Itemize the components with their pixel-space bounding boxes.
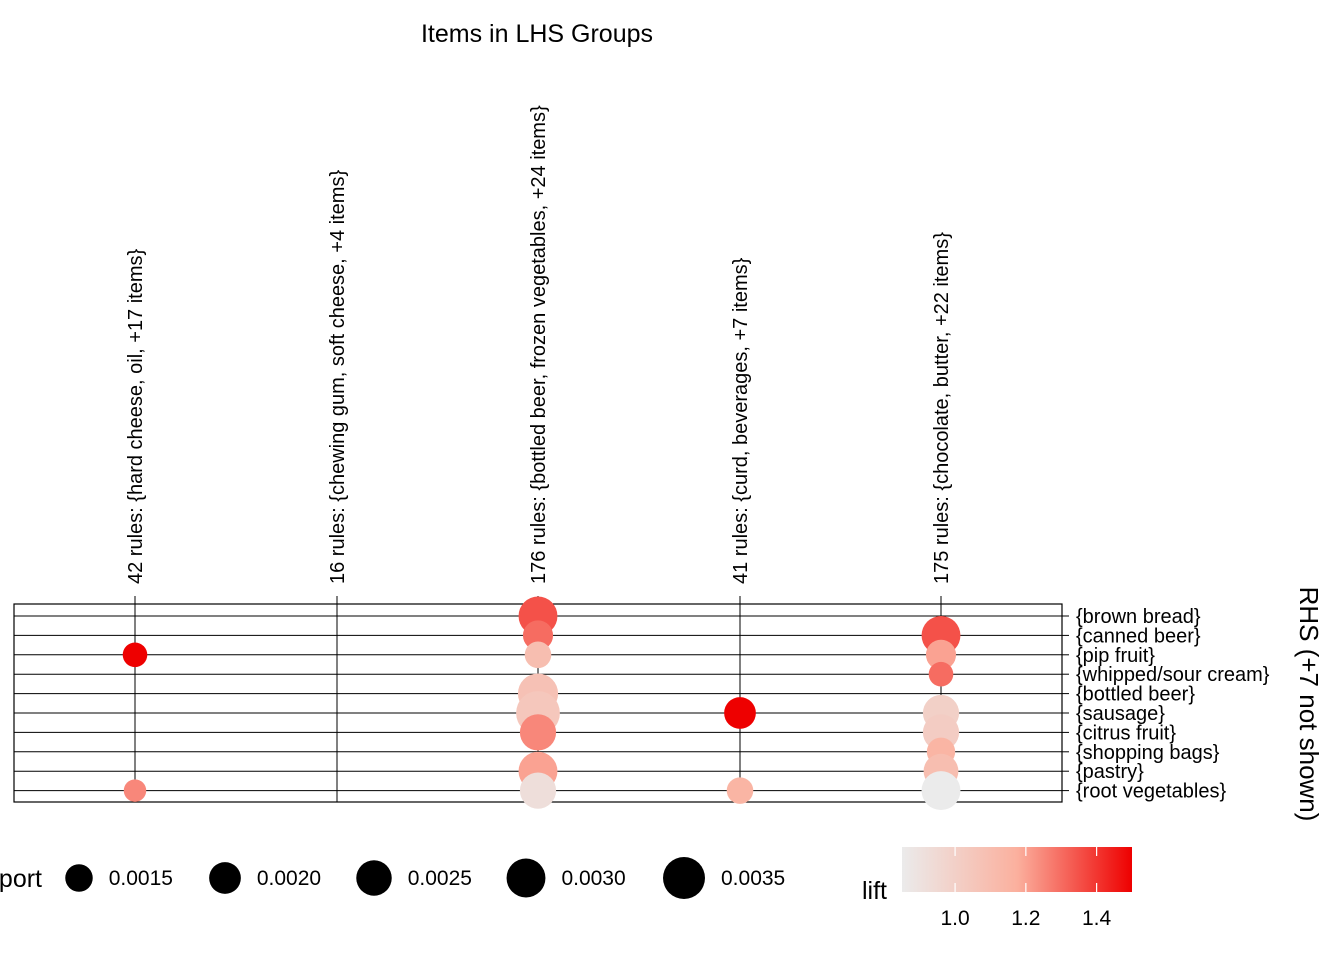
rhs-item-label: {shopping bags}: [1076, 742, 1220, 764]
colorbar-label: 1.0: [940, 907, 969, 930]
size-legend-key: [209, 862, 241, 894]
rhs-item-label: {sausage}: [1076, 703, 1165, 725]
rule-point: [925, 639, 957, 670]
size-legend-key: [506, 858, 546, 898]
rhs-item-label: {whipped/sour cream}: [1076, 664, 1270, 686]
rule-point: [519, 772, 557, 809]
rule-point: [928, 661, 954, 687]
rule-point: [524, 641, 552, 669]
lift-colorbar: [902, 847, 1132, 892]
lhs-group-label: 41 rules: {curd, beverages, +7 items}: [730, 257, 752, 584]
rhs-item-label: {bottled beer}: [1076, 684, 1195, 706]
size-legend-label: 0.0025: [408, 867, 472, 890]
lhs-group-label: 42 rules: {hard cheese, oil, +17 items}: [125, 248, 147, 584]
colorbar-label: 1.2: [1011, 907, 1040, 930]
size-legend-label: 0.0020: [257, 867, 321, 890]
rule-points: [122, 596, 961, 811]
size-legend-title: support: [0, 865, 42, 893]
rhs-axis-title: RHS (+7 not shown): [1294, 587, 1324, 822]
chart-title: Items in LHS Groups: [421, 20, 653, 48]
lhs-group-labels: 42 rules: {hard cheese, oil, +17 items} 1…: [125, 105, 953, 584]
rule-point: [921, 771, 961, 811]
lhs-group-label: 176 rules: {bottled beer, frozen vegetab…: [528, 105, 550, 584]
rule-point: [726, 777, 754, 804]
color-legend-title: lift: [862, 877, 887, 905]
rhs-item-label: {pastry}: [1076, 761, 1144, 783]
rule-point: [724, 697, 756, 729]
rule-point: [519, 714, 557, 751]
support-size-legend: support 0.0015 0.0020 0.0025 0.0030 0.0035: [0, 857, 785, 899]
size-legend-key: [356, 860, 392, 896]
rhs-item-label: {pip fruit}: [1076, 645, 1155, 667]
size-legend-label: 0.0015: [109, 867, 173, 890]
rule-point: [522, 620, 554, 651]
colorbar-label: 1.4: [1082, 907, 1112, 930]
size-legend-key: [663, 857, 705, 899]
rule-point: [122, 642, 148, 668]
rhs-item-label: {canned beer}: [1076, 625, 1201, 647]
rhs-item-label: {brown bread}: [1076, 606, 1201, 628]
rhs-item-label: {root vegetables}: [1076, 781, 1226, 803]
size-legend-key: [65, 864, 93, 892]
size-legend-label: 0.0035: [721, 867, 785, 890]
lhs-group-label: 16 rules: {chewing gum, soft cheese, +4 …: [327, 170, 349, 584]
lhs-group-label: 175 rules: {chocolate, butter, +22 items…: [931, 232, 953, 584]
lift-color-legend: lift 1.0 1.2 1.4: [862, 847, 1132, 930]
rhs-item-labels: {brown bread}{canned beer}{pip fruit}{wh…: [1076, 606, 1270, 803]
size-legend-label: 0.0030: [561, 867, 625, 890]
rule-point: [123, 779, 147, 802]
rhs-item-label: {citrus fruit}: [1076, 722, 1176, 744]
